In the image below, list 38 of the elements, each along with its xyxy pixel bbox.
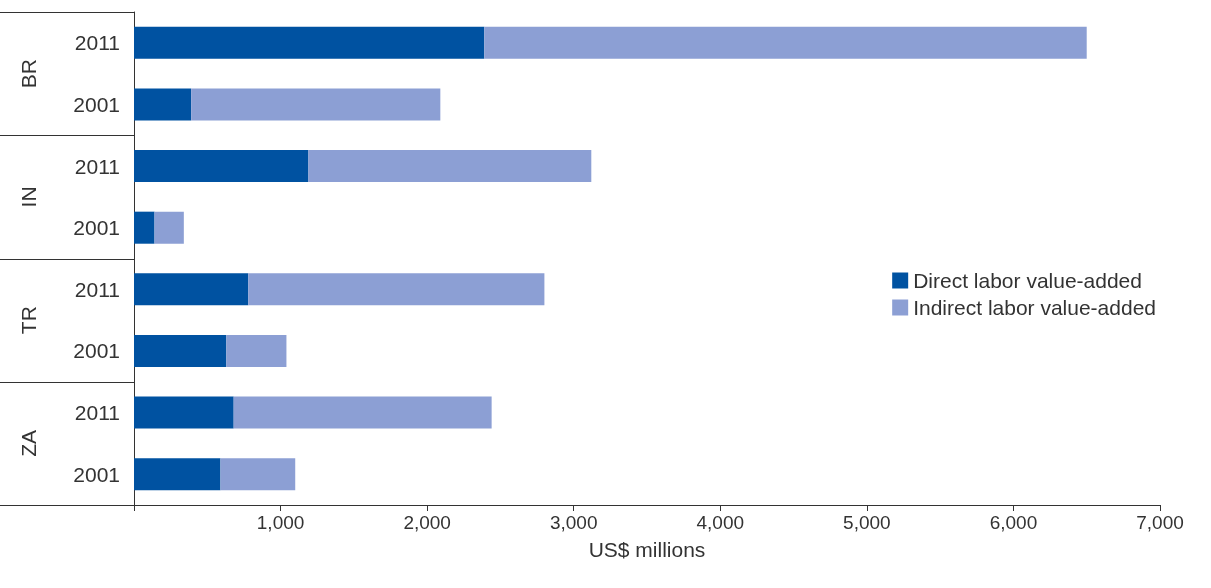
y-tick-label: 2011 (74, 154, 120, 178)
bar (226, 334, 287, 367)
x-tick-label: 6,000 (989, 512, 1038, 533)
bar (134, 396, 234, 429)
text: TR (16, 306, 40, 335)
y-tick-label: 2011 (74, 277, 120, 301)
bar (134, 88, 192, 121)
text: BR (16, 59, 40, 89)
text: ZA (16, 429, 40, 457)
bar (308, 150, 592, 183)
bar (134, 334, 227, 367)
y-tick-label: 2001 (73, 462, 120, 486)
x-axis-title: US$ millions (588, 538, 706, 561)
bar (233, 396, 492, 429)
y-tick-label: 2001 (73, 339, 120, 363)
x-tick-label: 1,000 (256, 512, 305, 533)
legend-label: Indirect labor value-added (913, 296, 1157, 319)
y-tick-label: 2011 (74, 401, 120, 425)
bar (248, 273, 545, 306)
bar (484, 26, 1087, 59)
bar (134, 150, 309, 183)
x-tick-label: 4,000 (696, 512, 745, 533)
text: IN (16, 186, 40, 208)
bar (154, 211, 184, 244)
legend-label: Direct labor value-added (913, 269, 1142, 292)
bar (134, 458, 221, 491)
x-tick-label: 2,000 (403, 512, 451, 533)
bar (220, 458, 296, 491)
x-tick-label: 3,000 (549, 512, 598, 533)
x-tick-label: 5,000 (843, 512, 891, 533)
y-tick-label: 2001 (73, 216, 120, 240)
bar (134, 26, 485, 59)
bar (134, 211, 155, 244)
bar (191, 88, 441, 121)
y-tick-label: 2001 (73, 92, 120, 116)
bar (134, 273, 249, 306)
y-tick-label: 2011 (74, 31, 120, 55)
x-tick-label: 7,000 (1136, 512, 1184, 533)
